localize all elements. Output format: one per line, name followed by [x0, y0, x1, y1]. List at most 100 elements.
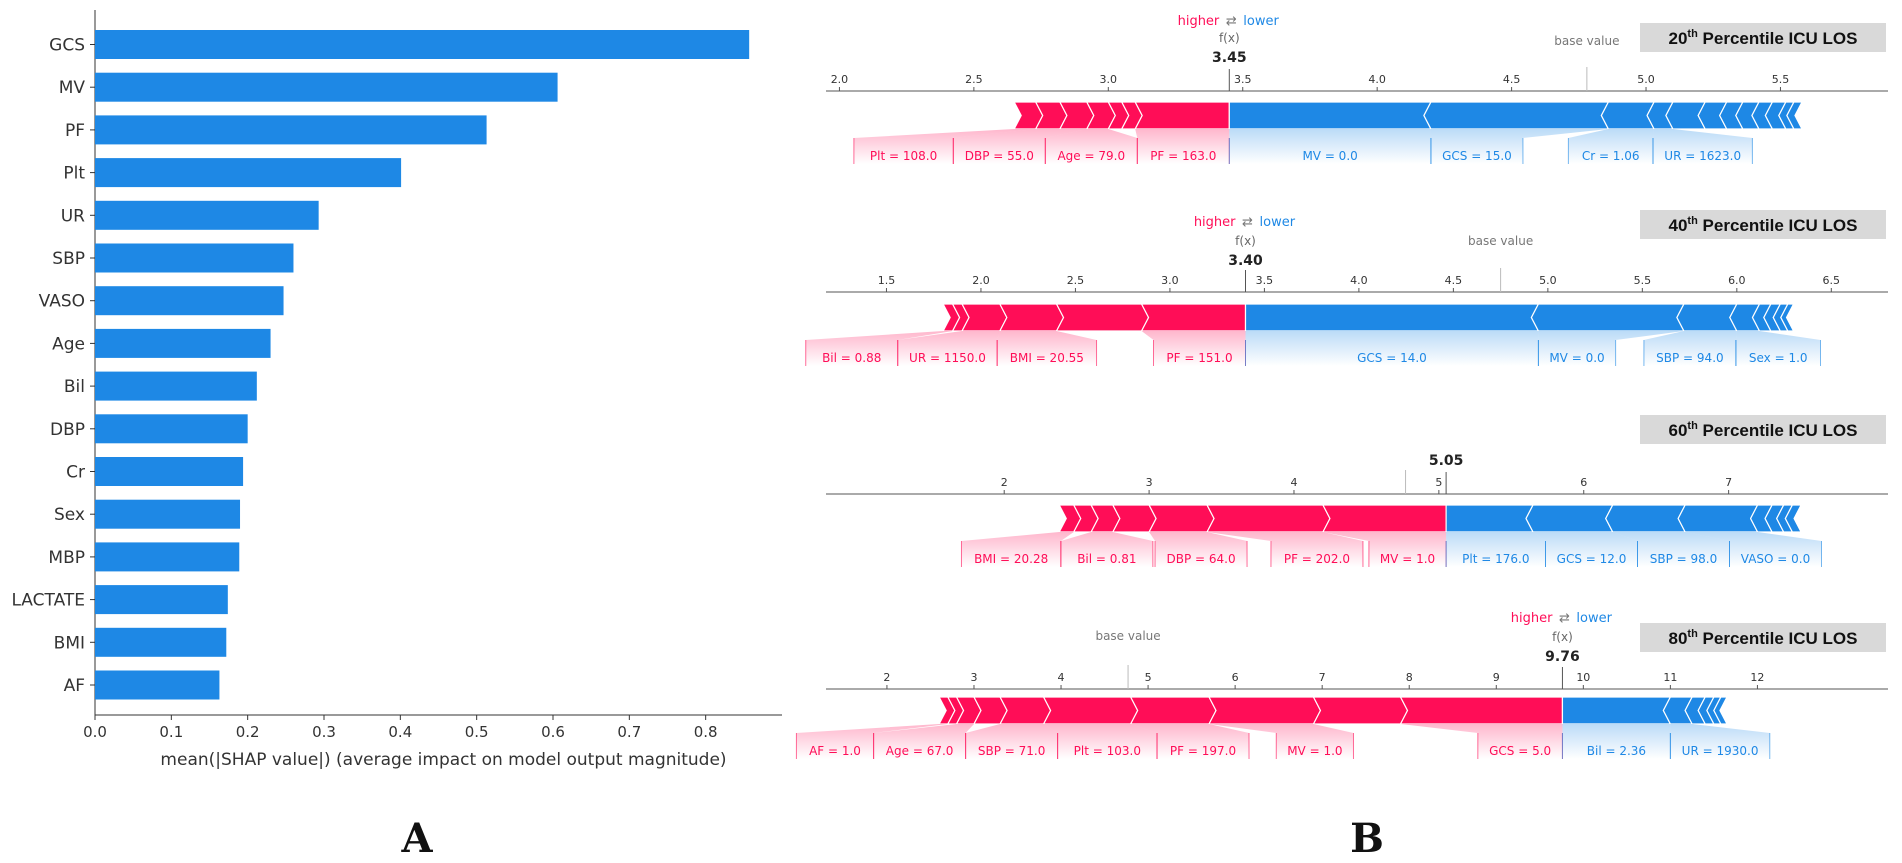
- category-label-age: Age: [52, 334, 85, 354]
- plot-title-superscript: th: [1687, 215, 1698, 227]
- feature-label-bmi-20-28: BMI = 20.28: [960, 532, 1074, 567]
- feature-label-ur-1150-0: UR = 1150.0: [897, 331, 1000, 366]
- plot-title: 20th Percentile ICU LOS: [1669, 28, 1858, 48]
- feature-label-cr-1-06: Cr = 1.06: [1567, 129, 1655, 164]
- label-fan: [1245, 331, 1539, 366]
- feature-label-text: DBP = 64.0: [1166, 552, 1235, 566]
- label-fan: [1060, 532, 1153, 567]
- feature-label-sbp-94-0: SBP = 94.0: [1643, 331, 1737, 366]
- negative-segment: [1244, 303, 1540, 332]
- direction-legend: higher ⇄ lower: [1178, 14, 1280, 29]
- fx-caption: f(x): [1219, 31, 1240, 45]
- category-label-mv: MV: [59, 78, 86, 98]
- category-label-dbp: DBP: [50, 420, 85, 440]
- feature-label-pf-197-0: PF = 197.0: [1130, 724, 1250, 759]
- feature-label-text: SBP = 98.0: [1650, 552, 1718, 566]
- axis-tick-label: 4: [1290, 476, 1297, 489]
- feature-label-text: MV = 0.0: [1302, 149, 1357, 163]
- feature-label-bmi-20-55: BMI = 20.55: [996, 331, 1098, 366]
- axis-tick-label: 6.5: [1823, 274, 1841, 287]
- legend-lower: lower: [1243, 14, 1279, 29]
- plot-title-number: 60: [1669, 421, 1688, 440]
- axis-tick-label: 3.0: [1100, 73, 1118, 86]
- positive-segment: [1208, 696, 1322, 725]
- feature-label-text: VASO = 0.0: [1741, 552, 1810, 566]
- plot-title-superscript: th: [1687, 628, 1698, 640]
- label-fan: [1149, 532, 1248, 567]
- axis-tick-label: 3: [970, 671, 977, 684]
- x-tick-label: 0.3: [312, 723, 336, 741]
- axis-tick-label: 2.0: [972, 274, 990, 287]
- feature-label-text: GCS = 12.0: [1557, 552, 1627, 566]
- negative-segment: [1600, 101, 1656, 130]
- category-label-bil: Bil: [64, 377, 85, 397]
- bar-cr: [95, 457, 244, 486]
- positive-segment: [1111, 504, 1157, 533]
- title-background: [1640, 623, 1886, 652]
- feature-label-text: UR = 1930.0: [1682, 744, 1759, 758]
- feature-label-mv-0-0: MV = 0.0: [1537, 331, 1684, 366]
- fx-value: 3.45: [1212, 50, 1247, 66]
- feature-label-mv-1-0: MV = 1.0: [1322, 532, 1447, 567]
- feature-label-ur-1623-0: UR = 1623.0: [1652, 129, 1753, 164]
- axis-tick-label: 4: [1058, 671, 1065, 684]
- bar-plt: [95, 158, 402, 188]
- feature-label-sbp-71-0: SBP = 71.0: [965, 724, 1059, 759]
- x-tick-label: 0.6: [541, 723, 565, 741]
- plot-title: 80th Percentile ICU LOS: [1669, 628, 1858, 648]
- plot-title-number: 20: [1669, 29, 1688, 48]
- legend-arrow: ⇄: [1242, 215, 1253, 230]
- label-fan: [1207, 532, 1363, 567]
- plot-title-text: Percentile ICU LOS: [1698, 216, 1858, 235]
- feature-label-bil-0-88: Bil = 0.88: [805, 331, 953, 366]
- base-value-label: base value: [1554, 34, 1619, 48]
- bar-sex: [95, 499, 241, 529]
- feature-label-text: PF = 202.0: [1284, 552, 1350, 566]
- category-label-af: AF: [64, 676, 85, 696]
- feature-label-text: GCS = 5.0: [1489, 744, 1551, 758]
- category-label-ur: UR: [61, 206, 85, 226]
- axis-tick-label: 5: [1145, 671, 1152, 684]
- positive-segment: [1140, 303, 1247, 332]
- label-fan: [1562, 724, 1671, 759]
- label-fan: [1568, 129, 1655, 164]
- panel-label-b: B: [1350, 815, 1384, 862]
- fx-value: 9.76: [1545, 649, 1580, 665]
- category-label-gcs: GCS: [49, 36, 85, 56]
- feature-label-text: Bil = 2.36: [1587, 744, 1646, 758]
- feature-label-text: Cr = 1.06: [1582, 149, 1640, 163]
- label-fan: [961, 532, 1074, 567]
- axis-tick-label: 3.5: [1234, 73, 1252, 86]
- feature-label-pf-163-0: PF = 163.0: [1135, 129, 1230, 164]
- force-plot-1: 20th Percentile ICU LOS 2.0 2.5 3.0 3.5 4.0 4.…: [826, 14, 1888, 164]
- axis-tick-label: 5.5: [1772, 73, 1790, 86]
- plot-title-superscript: th: [1687, 420, 1698, 432]
- feature-label-text: UR = 1623.0: [1664, 149, 1741, 163]
- x-tick-label: 0.5: [465, 723, 489, 741]
- bar-sbp: [95, 243, 294, 273]
- label-fan: [1229, 129, 1431, 164]
- panel-a-summary-bar-chart: GCS MV PF Plt UR SBP VASO Age Bil DBP Cr Sex MBP LACT…: [11, 10, 782, 770]
- force-plot-4: 80th Percentile ICU LOS 2 3 4 5 6 7 8 9 10 11 12 bas…: [795, 611, 1888, 759]
- direction-legend: higher ⇄ lower: [1194, 215, 1296, 230]
- positive-segment: [999, 696, 1052, 725]
- fx-value: 5.05: [1429, 453, 1464, 469]
- feature-label-dbp-64-0: DBP = 64.0: [1149, 532, 1248, 567]
- legend-higher: higher: [1194, 215, 1236, 230]
- fx-caption: f(x): [1552, 630, 1573, 644]
- plot-title-number: 40: [1669, 216, 1688, 235]
- label-fan: [805, 331, 953, 366]
- x-tick-label: 0.0: [83, 723, 107, 741]
- bar-mbp: [95, 542, 240, 572]
- feature-label-age-79-0: Age = 79.0: [1044, 129, 1138, 164]
- label-fan: [873, 724, 974, 759]
- label-fan: [1612, 532, 1730, 567]
- negative-segment: [1530, 303, 1685, 332]
- bar-vaso: [95, 286, 284, 316]
- axis-tick-label: 4.5: [1445, 274, 1463, 287]
- positive-segment: [1399, 696, 1564, 725]
- negative-segment: [1784, 504, 1803, 533]
- category-label-bmi: BMI: [54, 633, 85, 653]
- axis-tick-label: 6: [1580, 476, 1587, 489]
- axis-tick-label: 3: [1146, 476, 1153, 489]
